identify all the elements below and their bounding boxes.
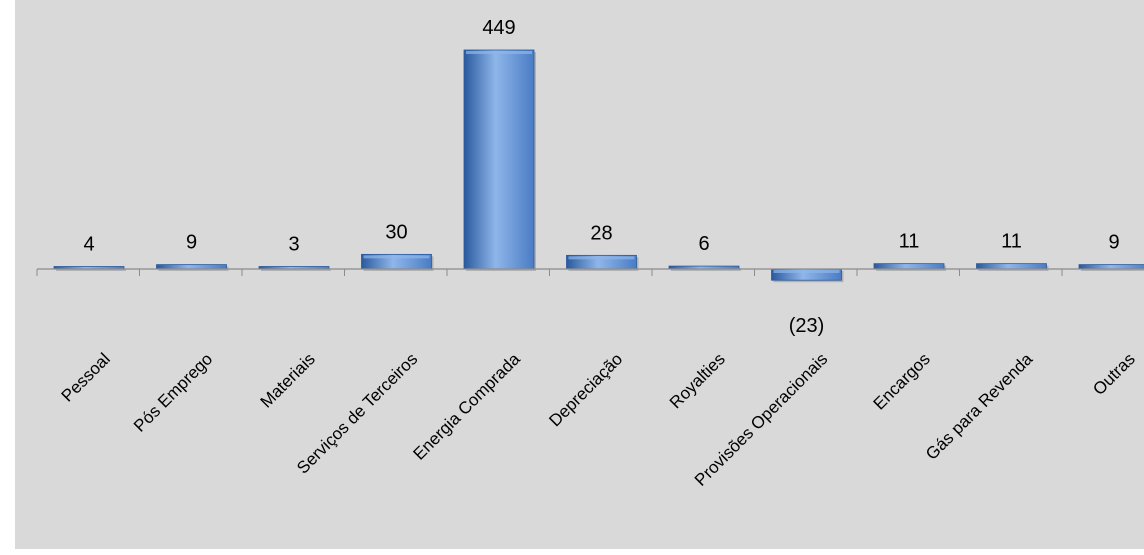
x-axis bbox=[36, 268, 1144, 276]
data-label: 28 bbox=[590, 222, 612, 244]
data-label: 11 bbox=[1001, 231, 1022, 253]
chart-area bbox=[15, 0, 1144, 549]
bar bbox=[463, 49, 535, 270]
bar bbox=[156, 264, 227, 270]
data-label: 30 bbox=[385, 221, 407, 243]
bar-highlight bbox=[773, 270, 840, 273]
data-labels: 4 9 3 30 449 28 6 (23) 11 11 9 bbox=[83, 17, 1119, 337]
bar bbox=[1078, 264, 1144, 270]
data-label: (23) bbox=[789, 315, 825, 337]
data-label: 6 bbox=[698, 233, 709, 255]
data-label: 11 bbox=[899, 231, 920, 253]
category-label: Pessoal bbox=[58, 349, 114, 405]
bar-highlight bbox=[363, 255, 430, 259]
data-label: 9 bbox=[1108, 232, 1119, 254]
category-label: Materiais bbox=[257, 349, 319, 411]
bar bbox=[873, 263, 945, 270]
category-label: Gás para Revenda bbox=[922, 349, 1037, 464]
data-label: 9 bbox=[186, 232, 197, 254]
data-label: 449 bbox=[482, 17, 515, 39]
category-label: Pós Emprego bbox=[130, 349, 216, 435]
category-label: Encargos bbox=[870, 349, 934, 413]
bars-layer bbox=[53, 49, 1144, 283]
bar-highlight bbox=[466, 51, 532, 54]
bar-shadow bbox=[56, 268, 126, 271]
category-label: Depreciação bbox=[545, 349, 626, 430]
bar bbox=[976, 263, 1047, 270]
data-label: 4 bbox=[83, 234, 94, 256]
bar-shadow bbox=[261, 268, 331, 271]
data-label: 3 bbox=[288, 234, 299, 256]
category-label: Energia Comprada bbox=[409, 349, 524, 464]
category-label: Outras bbox=[1089, 349, 1139, 399]
bar-highlight bbox=[568, 256, 635, 260]
category-label: Royalties bbox=[666, 349, 729, 412]
